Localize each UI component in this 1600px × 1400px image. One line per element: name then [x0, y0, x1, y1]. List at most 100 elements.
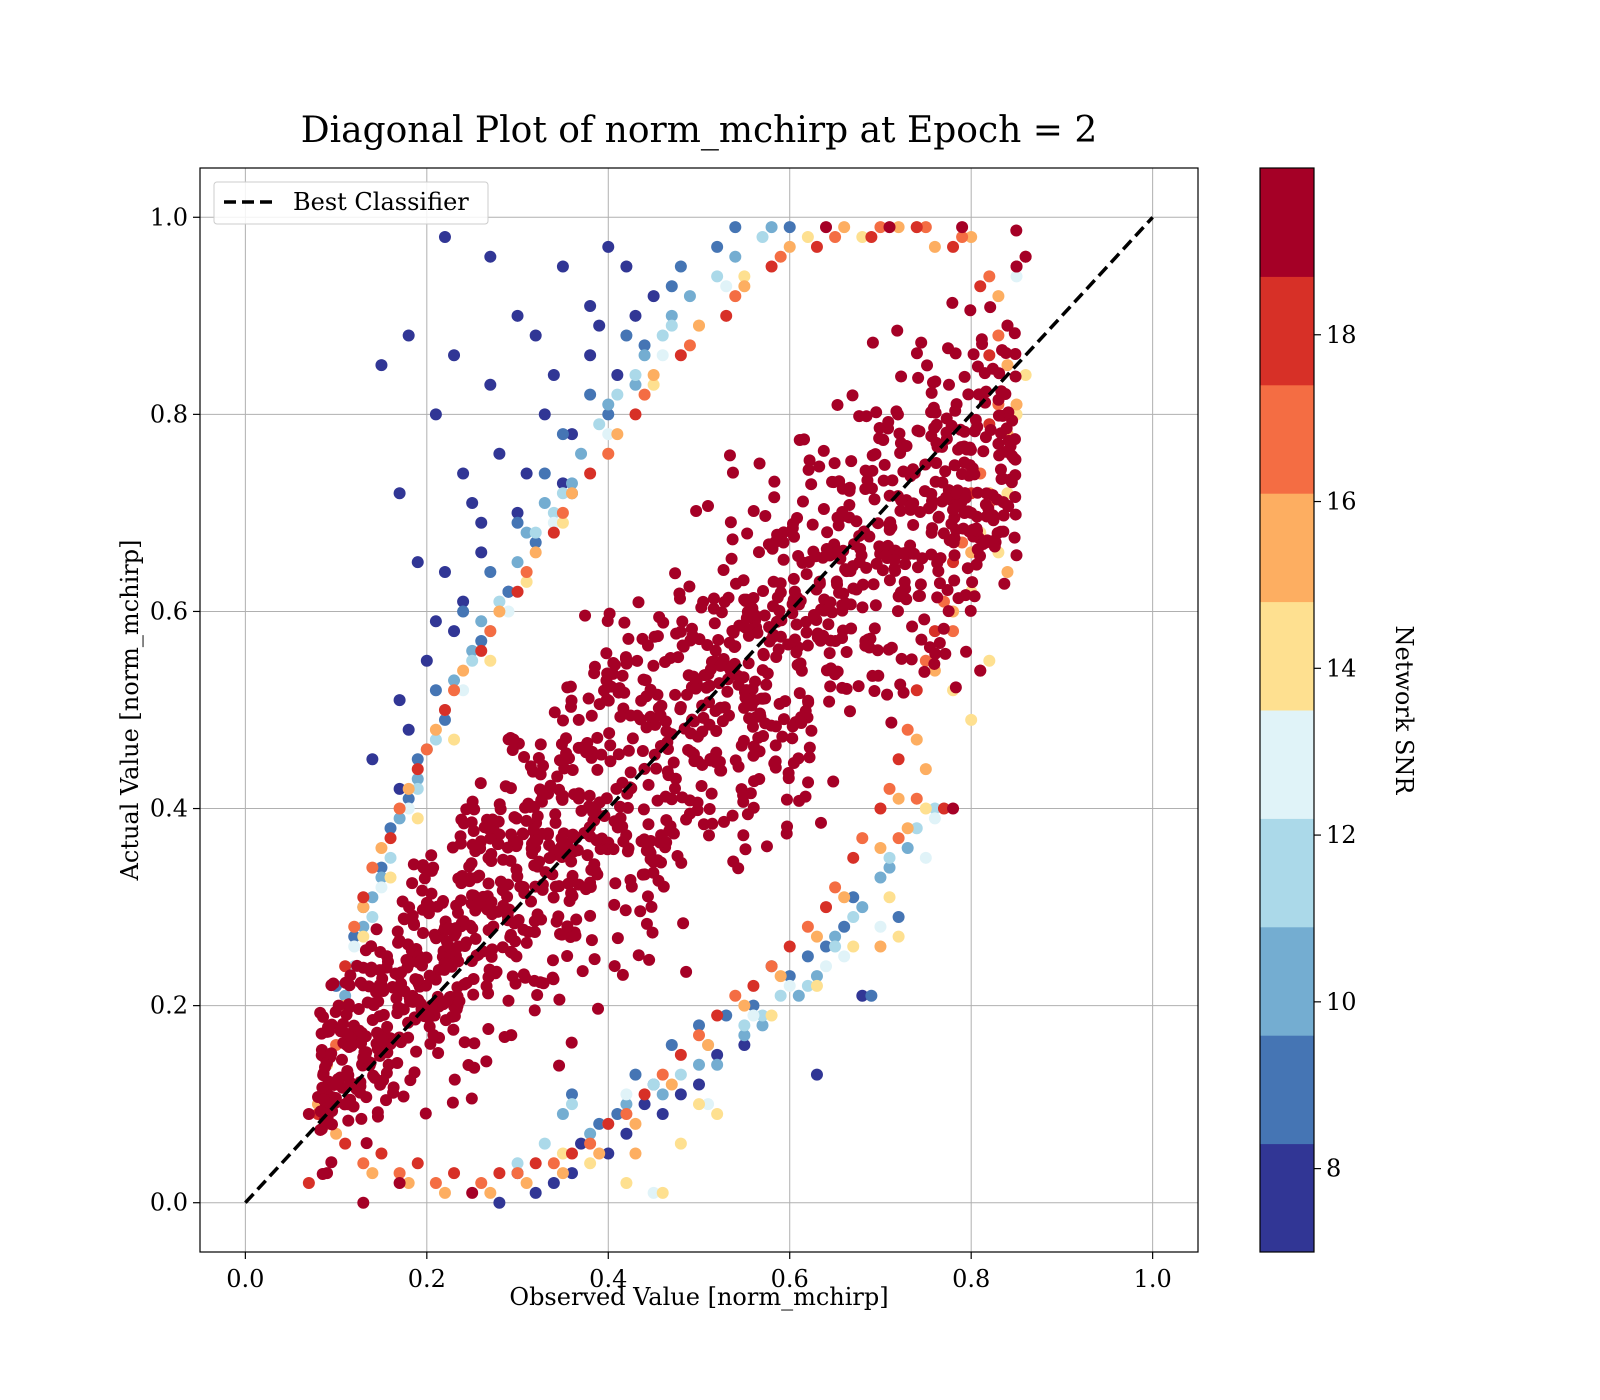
data-point: [937, 622, 950, 635]
data-point: [773, 604, 786, 617]
data-point: [813, 460, 826, 473]
data-point: [765, 221, 778, 234]
x-axis-label: Observed Value [norm_mchirp]: [509, 1283, 888, 1311]
data-point: [381, 1020, 394, 1033]
data-point: [786, 732, 799, 745]
data-point: [1019, 250, 1032, 263]
data-point: [393, 487, 406, 500]
data-point: [315, 1122, 328, 1135]
data-point: [677, 917, 690, 930]
data-point: [646, 926, 659, 939]
data-point: [738, 1039, 751, 1052]
data-point: [726, 466, 739, 479]
data-point: [457, 595, 470, 608]
data-point: [934, 552, 947, 565]
data-point: [762, 538, 775, 551]
data-point: [375, 861, 388, 874]
data-point: [520, 467, 533, 480]
data-point: [856, 901, 869, 914]
data-point: [620, 1108, 633, 1121]
data-point: [977, 445, 990, 458]
data-point: [620, 829, 633, 842]
data-point: [960, 443, 973, 456]
data-point: [536, 883, 549, 896]
data-point: [753, 707, 766, 720]
data-point: [375, 871, 388, 884]
data-point: [538, 1137, 551, 1150]
data-point: [995, 472, 1008, 485]
data-point: [528, 859, 541, 872]
data-point: [860, 561, 873, 574]
data-point: [531, 988, 544, 1001]
data-point: [918, 485, 931, 498]
data-point: [706, 817, 719, 830]
x-axis-ticks: 0.0 0.2 0.4 0.6 0.8 1.0: [226, 1252, 1172, 1293]
data-point: [422, 907, 435, 920]
data-point: [454, 894, 467, 907]
data-point: [393, 802, 406, 815]
data-point: [453, 995, 466, 1008]
data-point: [656, 1108, 669, 1121]
data-point: [593, 1117, 606, 1130]
data-point: [942, 605, 955, 618]
data-point: [939, 647, 952, 660]
chart-title: Diagonal Plot of norm_mchirp at Epoch = …: [301, 110, 1098, 151]
data-point: [708, 617, 721, 630]
data-point: [502, 994, 515, 1007]
data-point: [357, 961, 370, 974]
data-point: [637, 803, 650, 816]
data-point: [620, 260, 633, 273]
data-point: [572, 713, 585, 726]
data-point: [616, 968, 629, 981]
data-point: [684, 727, 697, 740]
data-point: [357, 1157, 370, 1170]
data-point: [1009, 370, 1022, 383]
data-point: [611, 388, 624, 401]
data-point: [872, 669, 885, 682]
data-point: [570, 913, 583, 926]
data-point: [482, 822, 495, 835]
data-point: [715, 764, 728, 777]
data-point: [674, 703, 687, 716]
data-point: [556, 1167, 569, 1180]
data-point: [801, 979, 814, 992]
data-point: [838, 950, 851, 963]
data-point: [870, 406, 883, 419]
data-point: [810, 970, 823, 983]
data-point: [910, 792, 923, 805]
data-point: [925, 548, 938, 561]
data-point: [344, 969, 357, 982]
data-point: [366, 910, 379, 923]
data-point: [971, 486, 984, 499]
colorbar-label: Network SNR: [1390, 626, 1418, 796]
data-point: [621, 845, 634, 858]
data-point: [425, 849, 438, 862]
data-point: [429, 1177, 442, 1190]
data-point: [746, 602, 759, 615]
data-point: [634, 905, 647, 918]
data-point: [377, 1008, 390, 1021]
data-point: [965, 230, 978, 243]
data-point: [695, 601, 708, 614]
data-point: [339, 1137, 352, 1150]
data-point: [786, 607, 799, 620]
data-point: [467, 973, 480, 986]
data-point: [366, 1167, 379, 1180]
data-point: [348, 940, 361, 953]
data-point: [584, 909, 597, 922]
data-point: [411, 763, 424, 776]
data-point: [967, 348, 980, 361]
data-point: [651, 630, 664, 643]
data-point: [1009, 491, 1022, 504]
data-point: [360, 1137, 373, 1150]
data-point: [805, 478, 818, 491]
data-point: [366, 891, 379, 904]
data-point: [998, 577, 1011, 590]
data-point: [757, 584, 770, 597]
data-point: [437, 895, 450, 908]
data-point: [484, 378, 497, 391]
data-point: [693, 1098, 705, 1111]
data-point: [901, 841, 914, 854]
data-point: [541, 828, 554, 841]
data-point: [465, 857, 478, 870]
